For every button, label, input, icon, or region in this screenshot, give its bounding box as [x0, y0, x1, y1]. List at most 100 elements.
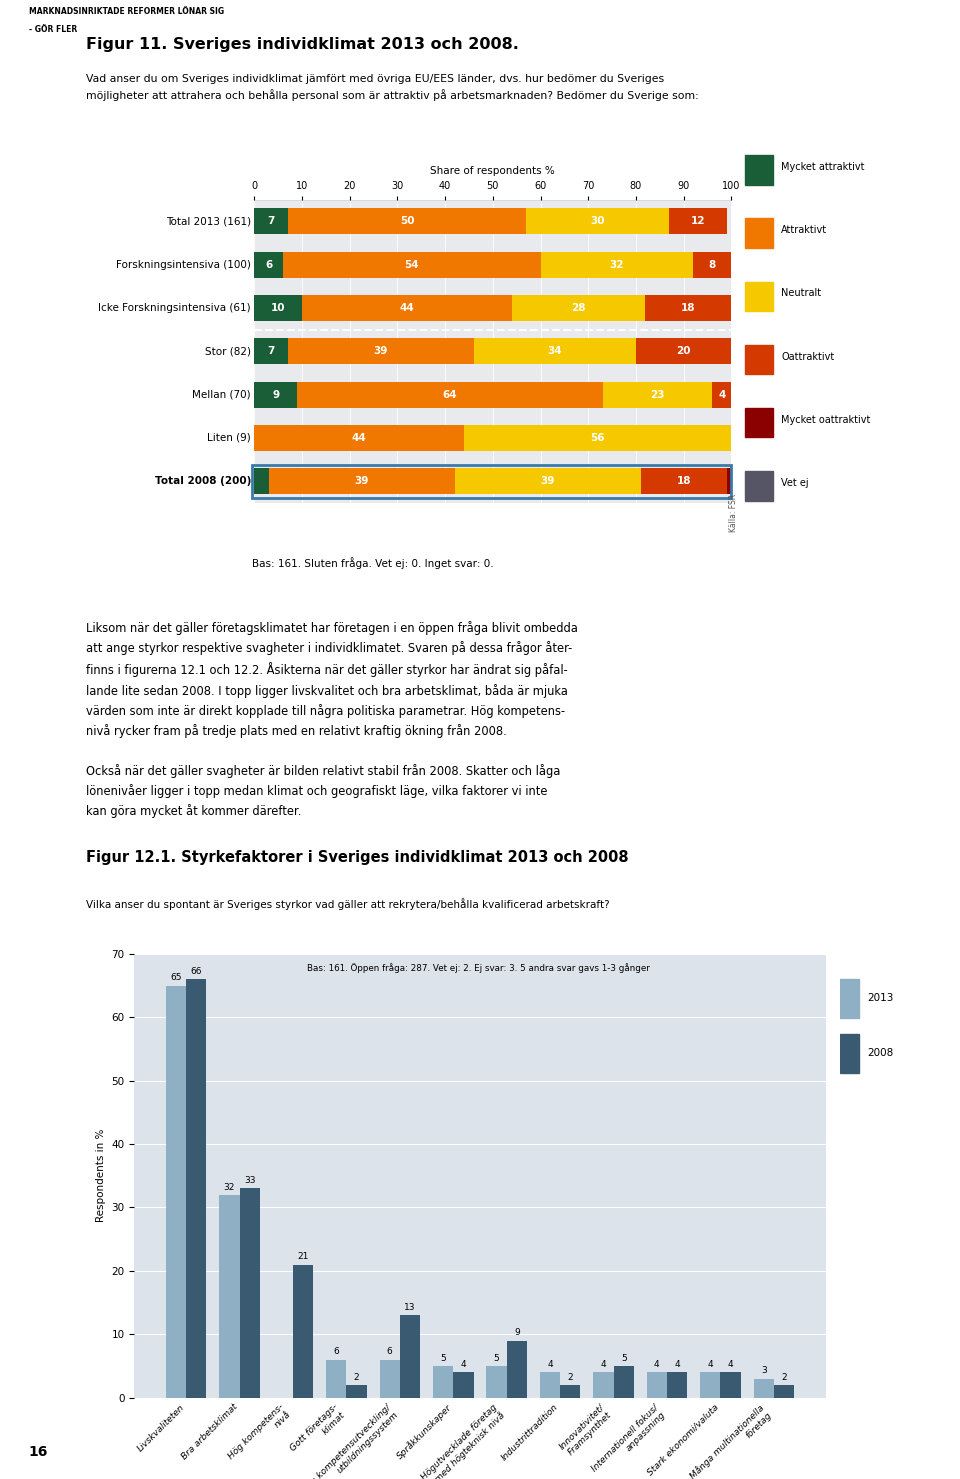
Text: 5: 5: [621, 1353, 627, 1362]
Text: 39: 39: [373, 346, 388, 356]
Text: 18: 18: [677, 476, 691, 487]
Bar: [636, 339, 732, 364]
Bar: [745, 219, 773, 247]
Bar: [645, 294, 732, 321]
Text: MARKNADSINRIKTADE REFORMER LÖNAR SIG: MARKNADSINRIKTADE REFORMER LÖNAR SIG: [29, 7, 224, 16]
Text: 4: 4: [708, 1361, 713, 1370]
Text: Stor (82): Stor (82): [204, 346, 251, 356]
Bar: [667, 1373, 687, 1398]
Text: 6: 6: [387, 1347, 393, 1356]
Text: 39: 39: [540, 476, 555, 487]
Text: Figur 11. Sveriges individklimat 2013 och 2008.: Figur 11. Sveriges individklimat 2013 oc…: [86, 37, 519, 52]
Text: 5: 5: [493, 1353, 499, 1362]
Text: 34: 34: [547, 346, 563, 356]
Text: Vilka anser du spontant är Sveriges styrkor vad gäller att rekrytera/behålla kva: Vilka anser du spontant är Sveriges styr…: [86, 898, 610, 910]
Text: 2: 2: [353, 1373, 359, 1381]
Bar: [288, 339, 473, 364]
Text: Total 2013 (161): Total 2013 (161): [166, 216, 251, 226]
Text: 4: 4: [601, 1361, 607, 1370]
Bar: [465, 424, 732, 451]
Text: Mycket oattraktivt: Mycket oattraktivt: [781, 414, 871, 424]
Bar: [540, 1373, 560, 1398]
Bar: [326, 1359, 347, 1398]
Text: 2: 2: [567, 1373, 573, 1381]
Text: 4: 4: [674, 1361, 680, 1370]
Bar: [507, 1340, 527, 1398]
Y-axis label: Respondents in %: Respondents in %: [96, 1128, 106, 1223]
Text: Icke Forskningsintensiva (61): Icke Forskningsintensiva (61): [98, 303, 251, 314]
Text: 28: 28: [571, 303, 586, 314]
Bar: [302, 294, 512, 321]
Text: 18: 18: [682, 303, 696, 314]
Text: Neutralt: Neutralt: [781, 288, 822, 299]
Text: Bas: 161. Sluten fråga. Vet ej: 0. Inget svar: 0.: Bas: 161. Sluten fråga. Vet ej: 0. Inget…: [252, 556, 493, 569]
Text: 4: 4: [547, 1361, 553, 1370]
Text: 6: 6: [265, 260, 273, 269]
Bar: [473, 339, 636, 364]
Bar: [347, 1384, 367, 1398]
Text: 20: 20: [677, 346, 691, 356]
Text: 56: 56: [590, 433, 605, 442]
Bar: [669, 209, 727, 234]
Bar: [166, 985, 186, 1398]
Bar: [526, 209, 669, 234]
Bar: [293, 1265, 313, 1398]
Bar: [186, 979, 206, 1398]
Text: Figur 12.1. Styrkefaktorer i Sveriges individklimat 2013 och 2008: Figur 12.1. Styrkefaktorer i Sveriges in…: [86, 850, 629, 865]
Bar: [603, 382, 712, 408]
Bar: [254, 469, 269, 494]
Text: 4: 4: [461, 1361, 467, 1370]
Text: Mycket attraktivt: Mycket attraktivt: [781, 161, 865, 172]
Text: 3: 3: [761, 1367, 767, 1375]
Bar: [254, 339, 288, 364]
Text: - GÖR FLER: - GÖR FLER: [29, 25, 77, 34]
Bar: [540, 251, 693, 278]
Bar: [754, 1378, 774, 1398]
Bar: [727, 469, 736, 494]
Bar: [254, 382, 298, 408]
Bar: [700, 1373, 720, 1398]
Text: 7: 7: [267, 346, 275, 356]
Text: 8: 8: [708, 260, 716, 269]
Text: Bas: 161. Öppen fråga: 287. Vet ej: 2. Ej svar: 3. 5 andra svar gavs 1-3 gånger: Bas: 161. Öppen fråga: 287. Vet ej: 2. E…: [307, 963, 650, 973]
Text: 4: 4: [654, 1361, 660, 1370]
Bar: [774, 1384, 794, 1398]
Bar: [720, 1373, 741, 1398]
Text: 10: 10: [271, 303, 285, 314]
Bar: [613, 1367, 634, 1398]
Text: Attraktivt: Attraktivt: [781, 225, 828, 235]
Bar: [379, 1359, 400, 1398]
Bar: [254, 251, 283, 278]
Bar: [400, 1315, 420, 1398]
Bar: [269, 469, 455, 494]
Bar: [745, 281, 773, 311]
Text: 2013: 2013: [867, 994, 893, 1003]
Bar: [219, 1195, 240, 1398]
Bar: [254, 424, 465, 451]
Text: 50: 50: [399, 216, 414, 226]
Bar: [745, 155, 773, 185]
Text: 32: 32: [224, 1183, 235, 1192]
Text: 4: 4: [718, 389, 726, 399]
Text: Källa: FSR: Källa: FSR: [729, 494, 737, 532]
Text: 54: 54: [404, 260, 419, 269]
Text: 65: 65: [170, 973, 181, 982]
Text: 7: 7: [267, 216, 275, 226]
Text: 6: 6: [333, 1347, 339, 1356]
Text: Liten (9): Liten (9): [207, 433, 251, 442]
Text: Vad anser du om Sveriges individklimat jämfört med övriga EU/EES länder, dvs. hu: Vad anser du om Sveriges individklimat j…: [86, 74, 699, 101]
Text: 66: 66: [190, 967, 202, 976]
Bar: [254, 209, 288, 234]
Text: 9: 9: [273, 389, 279, 399]
Bar: [298, 382, 603, 408]
Text: Mellan (70): Mellan (70): [192, 389, 251, 399]
Text: 39: 39: [354, 476, 369, 487]
Text: 16: 16: [29, 1445, 48, 1460]
Text: 30: 30: [590, 216, 605, 226]
Text: 33: 33: [244, 1176, 255, 1185]
Text: 13: 13: [404, 1303, 416, 1312]
Bar: [288, 209, 526, 234]
Text: 4: 4: [728, 1361, 733, 1370]
Text: 2: 2: [781, 1373, 787, 1381]
Bar: [453, 1373, 473, 1398]
